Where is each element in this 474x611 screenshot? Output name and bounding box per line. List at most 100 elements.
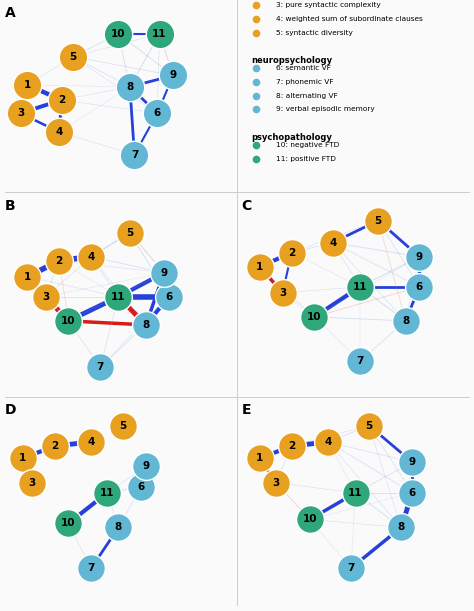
Text: 1: 1 [24,80,31,90]
Point [169,71,177,81]
Point [115,292,122,302]
Point [409,458,416,467]
Text: 4: 4 [88,252,95,262]
Point [288,441,295,451]
Text: 4: weighted sum of subordinate clauses: 4: weighted sum of subordinate clauses [276,16,423,22]
Text: 9: verbal episodic memory: 9: verbal episodic memory [276,106,375,112]
Text: A: A [5,5,16,20]
Text: 4: 4 [329,238,337,247]
Text: 4: 4 [55,127,63,137]
Point [356,282,364,291]
Point [374,216,382,225]
Point [356,356,364,366]
Text: 9: 9 [170,70,177,81]
Point [126,228,134,238]
Text: 6: 6 [165,292,172,302]
Point [19,453,27,463]
Text: 1: 1 [19,453,27,463]
Point [115,29,122,39]
Text: 6: 6 [137,481,145,492]
Text: 5: 5 [119,420,127,431]
Text: 7: 7 [97,362,104,372]
Point [160,268,168,277]
Text: 10: 10 [111,29,126,39]
Point [103,488,111,498]
Text: psychopathology: psychopathology [251,133,332,142]
Text: 2: 2 [55,255,63,266]
Text: 2: 2 [288,441,295,451]
Point [329,238,337,247]
Point [28,478,36,488]
Point [24,272,31,282]
Text: 3: 3 [28,478,36,488]
Text: 3: 3 [272,478,279,488]
Text: 5: 5 [69,51,76,62]
Text: 8: alternating VF: 8: alternating VF [276,93,338,99]
Text: 10: 10 [303,514,317,524]
Point [58,95,65,105]
Point [51,441,58,451]
Text: D: D [5,403,16,417]
Point [55,127,63,137]
Point [126,82,134,92]
Text: 7: 7 [347,563,355,573]
Point [87,563,95,573]
Text: 3: 3 [42,292,49,302]
Point [97,362,104,372]
Point [306,514,314,524]
Point [310,312,318,322]
Text: 11: 11 [111,292,126,302]
Point [64,316,72,326]
Text: 5: 5 [126,228,134,238]
Text: 8: 8 [115,522,122,533]
Text: 8: 8 [142,320,149,330]
Point [402,316,410,326]
Point [55,256,63,266]
Text: 9: 9 [416,252,423,262]
Text: 7: 7 [356,356,364,366]
Text: 5: 5 [365,420,373,431]
Text: 4: 4 [325,437,332,447]
Text: 8: 8 [398,522,405,533]
Text: neuropsychology: neuropsychology [251,56,332,65]
Point [409,488,416,498]
Text: 8: 8 [402,316,409,326]
Text: 10: 10 [307,312,322,322]
Point [324,437,332,447]
Text: 5: 5 [374,216,382,225]
Text: 10: 10 [61,316,76,326]
Point [256,453,264,463]
Text: 3: 3 [17,108,24,118]
Text: B: B [5,199,15,213]
Point [42,292,49,302]
Text: 7: 7 [88,563,95,573]
Text: 9: 9 [161,268,168,278]
Text: 10: negative FTD: 10: negative FTD [276,142,339,148]
Point [154,108,161,118]
Text: 1: 1 [256,262,264,272]
Text: 3: pure syntactic complexity: 3: pure syntactic complexity [276,2,381,9]
Point [17,108,24,118]
Text: 10: 10 [61,518,76,529]
Point [416,252,423,262]
Text: 11: 11 [353,282,367,292]
Point [115,522,122,532]
Point [347,563,355,573]
Text: 2: 2 [58,95,65,105]
Point [142,461,150,471]
Point [352,488,359,498]
Point [165,292,173,302]
Point [142,320,150,330]
Text: 8: 8 [126,82,134,92]
Text: 11: 11 [152,29,167,39]
Text: 11: 11 [348,488,363,498]
Text: 9: 9 [142,461,149,472]
Text: 1: 1 [24,272,31,282]
Point [397,522,405,532]
Text: 6: semantic VF: 6: semantic VF [276,65,331,71]
Text: 11: positive FTD: 11: positive FTD [276,156,336,162]
Point [87,437,95,447]
Text: C: C [242,199,252,213]
Point [279,288,286,298]
Point [416,282,423,291]
